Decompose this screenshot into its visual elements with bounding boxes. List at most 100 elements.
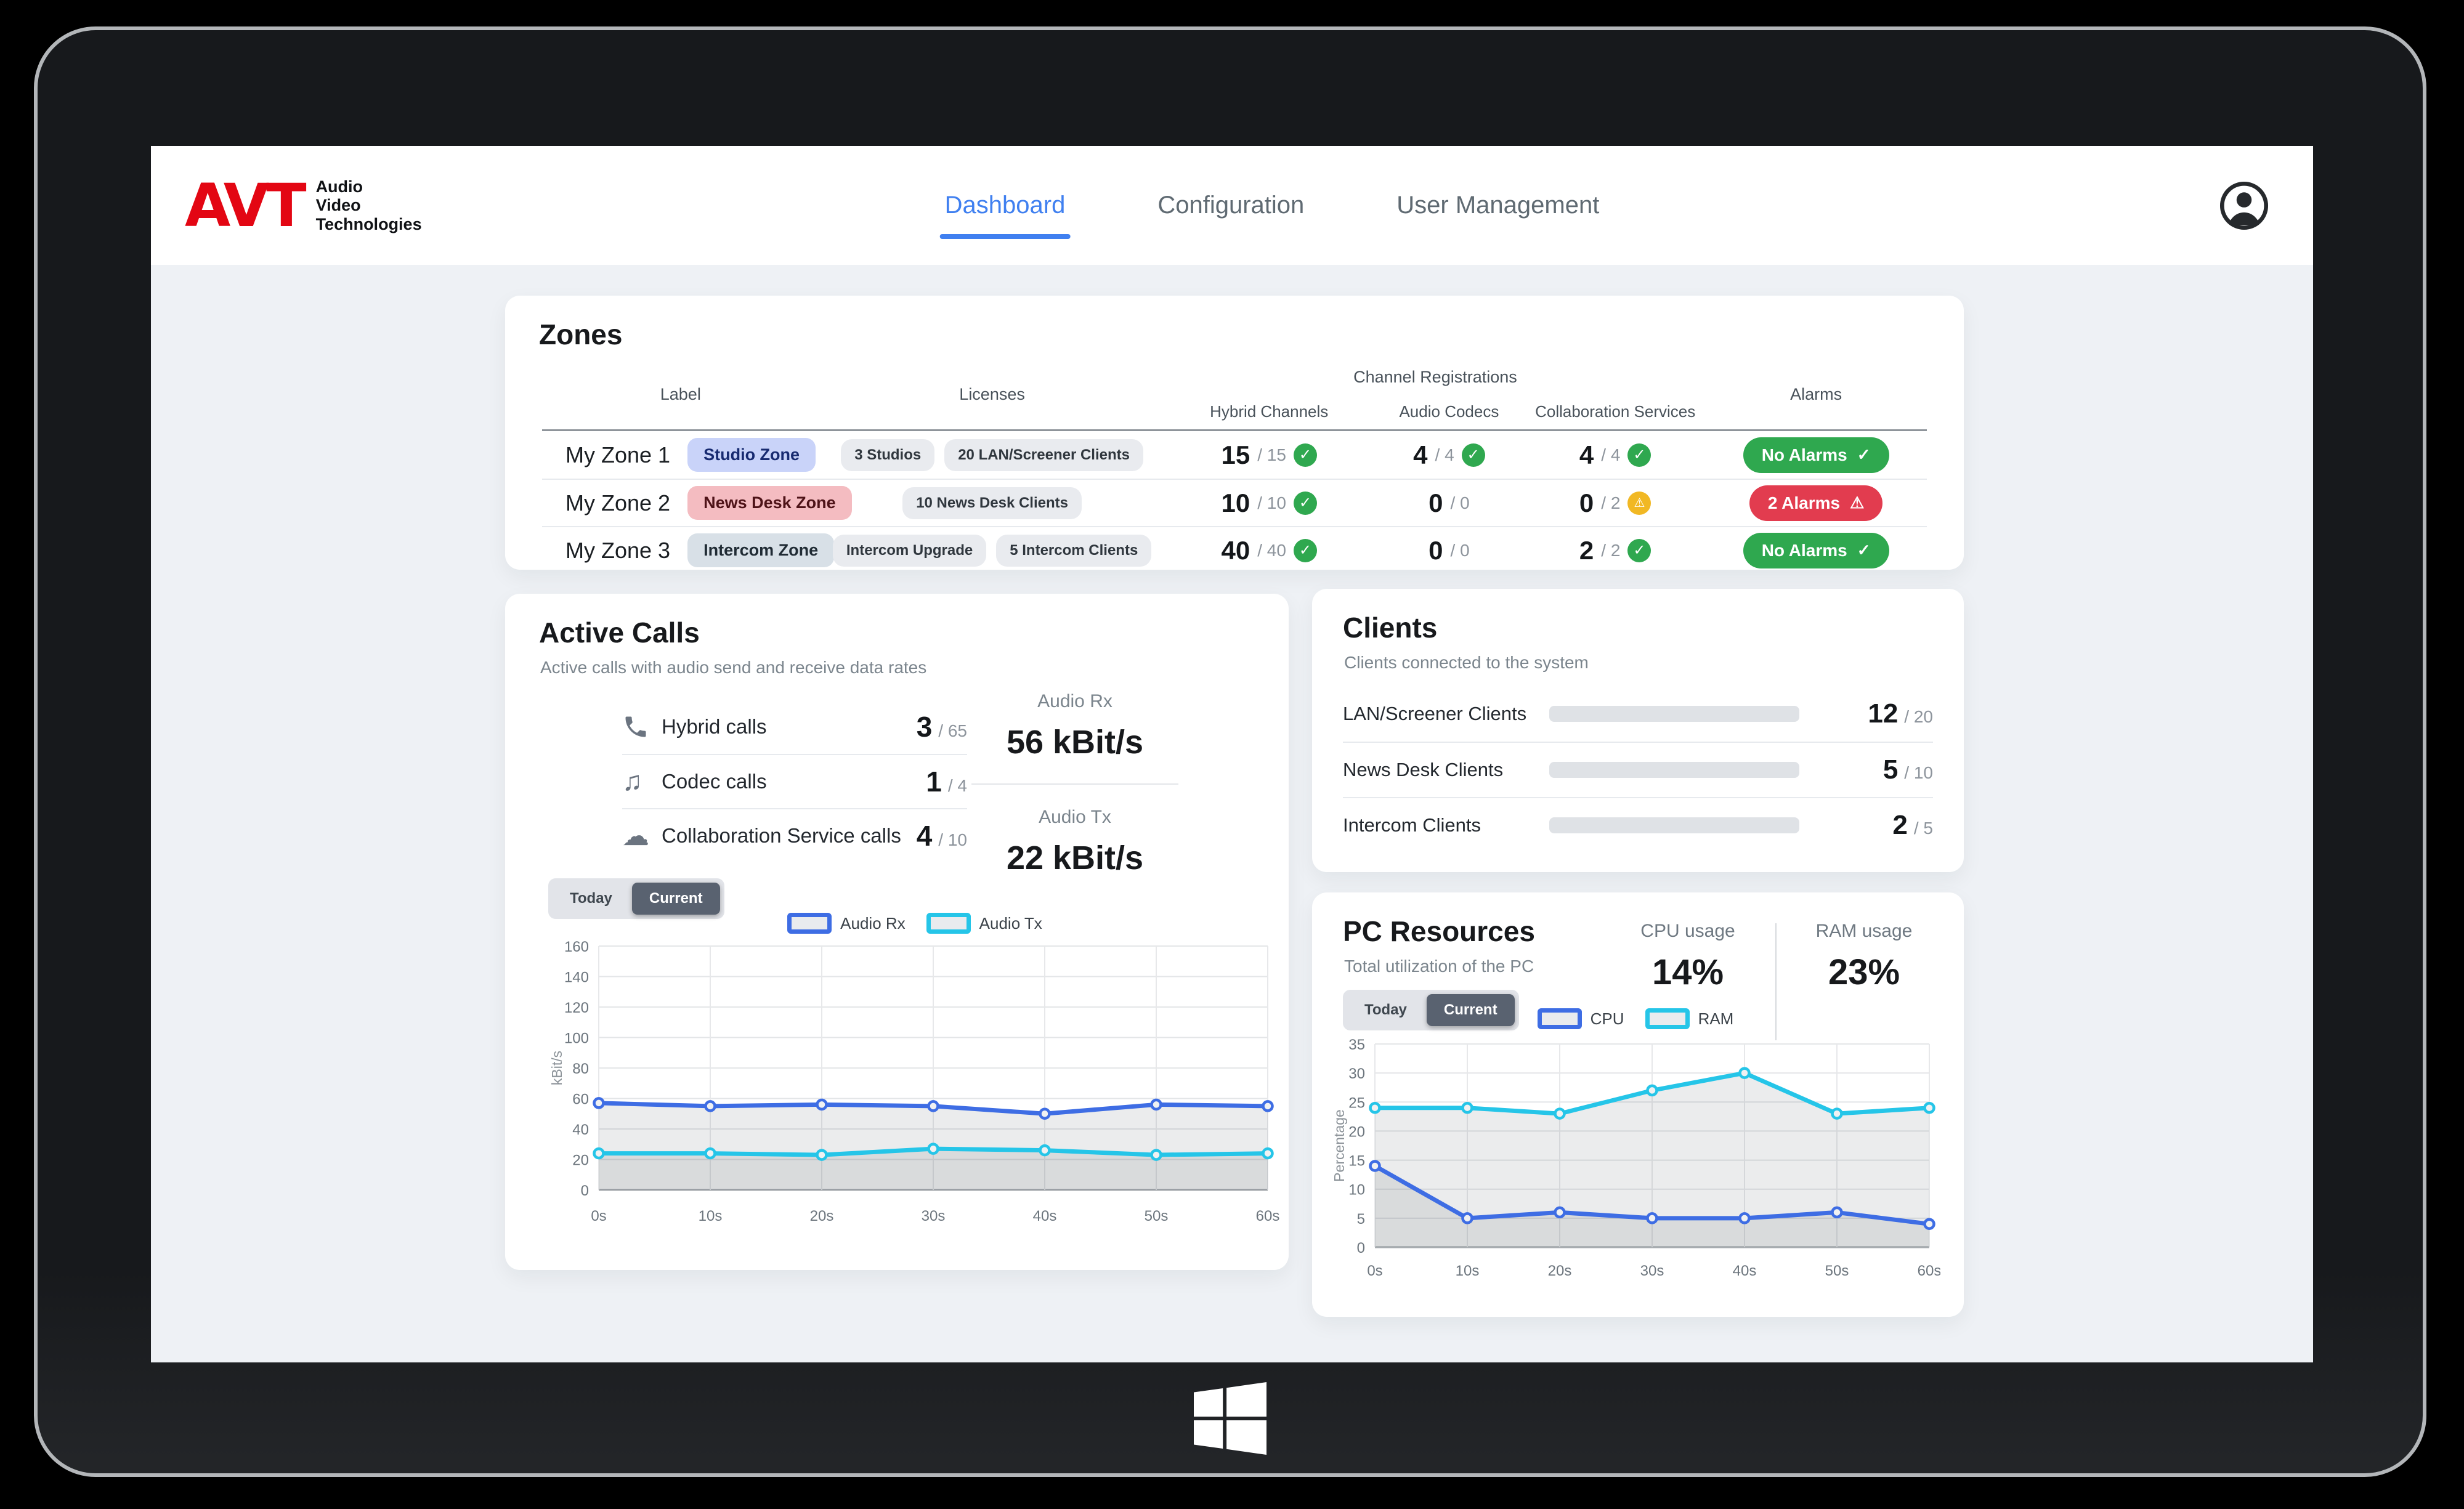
audio-tx-value: 22 kBit/s	[1006, 839, 1144, 876]
toggle-today[interactable]: Today	[570, 890, 612, 907]
metric-label: Hybrid calls	[662, 715, 767, 738]
ram-usage-label: RAM usage	[1815, 921, 1913, 941]
check-icon: ✓	[1857, 541, 1871, 559]
list-item-hybrid-calls: Hybrid calls 3 / 65	[622, 700, 967, 754]
pc-resources-panel: PC Resources Total utilization of the PC…	[1312, 892, 1964, 1317]
legend-label: Audio Tx	[979, 913, 1042, 933]
tab-dashboard[interactable]: Dashboard	[939, 192, 1071, 239]
legend-swatch-audio-tx	[926, 913, 971, 934]
check-circle-icon: ✓	[1293, 538, 1317, 562]
check-circle-icon: ✓	[1627, 443, 1651, 467]
pc-resources-subtitle: Total utilization of the PC	[1344, 957, 1534, 976]
ram-usage-value: 23%	[1828, 952, 1900, 992]
audio-rates: Audio Rx 56 kBit/s Audio Tx 22 kBit/s	[964, 691, 1186, 877]
svg-text:25: 25	[1348, 1094, 1365, 1111]
svg-text:10s: 10s	[699, 1208, 723, 1224]
svg-text:0s: 0s	[591, 1208, 606, 1224]
divider	[1775, 923, 1777, 1040]
svg-text:50s: 50s	[1145, 1208, 1169, 1224]
metric-capacity: / 65	[938, 721, 967, 740]
music-note-icon: ♫	[622, 766, 642, 796]
warning-circle-icon: ⚠	[1627, 491, 1651, 515]
divider	[971, 783, 1178, 785]
audio-capacity: / 0	[1450, 540, 1470, 560]
hybrid-capacity: / 10	[1257, 493, 1286, 512]
main-nav: Dashboard Configuration User Management	[939, 146, 1600, 265]
audio-tx-label: Audio Tx	[1039, 807, 1111, 827]
user-avatar-icon[interactable]	[2218, 180, 2270, 232]
app-header: AVT Audio Video Technologies Dashboard C…	[151, 146, 2313, 265]
license-pill: 5 Intercom Clients	[996, 534, 1152, 567]
table-row-zone-2[interactable]: My Zone 2 News Desk Zone 10 News Desk Cl…	[542, 479, 1927, 526]
toggle-current[interactable]: Current	[1426, 994, 1515, 1026]
svg-text:40s: 40s	[1733, 1263, 1757, 1279]
list-item-intercom: Intercom Clients 2 / 5	[1343, 797, 1933, 852]
calls-range-toggle: Today Current	[548, 878, 724, 919]
collab-capacity: / 2	[1601, 540, 1621, 560]
svg-text:20: 20	[572, 1152, 589, 1169]
metric-label: Codec calls	[662, 770, 767, 793]
avt-logo-company-name: Audio Video Technologies	[316, 177, 422, 233]
license-pill: 3 Studios	[841, 439, 935, 471]
svg-text:140: 140	[564, 969, 589, 986]
zone-name: My Zone 2	[565, 490, 671, 516]
client-capacity: / 10	[1904, 763, 1933, 782]
table-row-zone-3[interactable]: My Zone 3 Intercom Zone Intercom Upgrade…	[542, 526, 1927, 573]
clients-subtitle: Clients connected to the system	[1344, 653, 1589, 672]
hybrid-value: 10	[1221, 488, 1250, 517]
metric-value: 4	[916, 820, 933, 852]
svg-text:40: 40	[572, 1122, 589, 1138]
metric-label: Collaboration Service calls	[662, 824, 901, 847]
client-label: Intercom Clients	[1343, 814, 1481, 836]
list-item-codec-calls: ♫ Codec calls 1 / 4	[622, 754, 967, 808]
audio-rates-chart: 0 20 40 60 80 100 120 140 160 0s 10s 20s 30s 40s 50s 60…	[548, 939, 1281, 1228]
col-hybrid-channels: Hybrid Channels	[1210, 402, 1329, 421]
pc-range-toggle: Today Current	[1343, 990, 1519, 1030]
license-pill: Intercom Upgrade	[832, 534, 987, 567]
svg-text:0: 0	[581, 1183, 589, 1199]
pc-stats: CPU usage 14% RAM usage 23%	[1605, 921, 1947, 1040]
tab-configuration[interactable]: Configuration	[1157, 192, 1305, 219]
logo-line-1: Audio	[315, 177, 363, 196]
zone-type-badge: Intercom Zone	[687, 533, 835, 567]
svg-text:100: 100	[564, 1030, 589, 1047]
phone-icon	[622, 713, 662, 740]
svg-text:60: 60	[572, 1091, 589, 1108]
svg-text:30s: 30s	[922, 1208, 946, 1224]
check-icon: ✓	[1857, 445, 1871, 464]
clients-title: Clients	[1343, 612, 1438, 644]
svg-text:Percentage: Percentage	[1331, 1109, 1347, 1182]
metric-capacity: / 4	[947, 776, 967, 795]
metric-value: 1	[926, 766, 942, 798]
legend-swatch-ram	[1645, 1008, 1690, 1029]
col-audio-codecs: Audio Codecs	[1399, 402, 1499, 421]
svg-text:35: 35	[1348, 1037, 1365, 1053]
table-row-zone-1[interactable]: My Zone 1 Studio Zone 3 Studios 20 LAN/S…	[542, 431, 1927, 479]
svg-text:40s: 40s	[1033, 1208, 1057, 1224]
collab-value: 2	[1579, 535, 1594, 565]
metric-capacity: / 10	[938, 830, 967, 849]
zones-panel: Zones Label Licenses Channel Registratio…	[505, 296, 1964, 570]
zone-name: My Zone 1	[565, 442, 671, 467]
logo-line-2: Video	[315, 196, 361, 215]
status-badge-alarms: 2 Alarms ⚠	[1749, 485, 1883, 521]
collab-value: 0	[1579, 488, 1594, 517]
toggle-today[interactable]: Today	[1364, 1001, 1407, 1018]
calls-chart-legend: Audio Rx Audio Tx	[548, 913, 1281, 934]
svg-text:60s: 60s	[1918, 1263, 1940, 1279]
tab-user-management[interactable]: User Management	[1396, 192, 1600, 219]
progress-bar	[1549, 706, 1799, 722]
active-calls-panel: Active Calls Active calls with audio sen…	[505, 594, 1289, 1270]
audio-value: 0	[1429, 488, 1443, 517]
zones-table: Label Licenses Channel Registrations Hyb…	[542, 360, 1927, 573]
status-badge-no-alarms: No Alarms ✓	[1743, 437, 1889, 473]
toggle-current[interactable]: Current	[631, 883, 720, 915]
clients-panel: Clients Clients connected to the system …	[1312, 589, 1964, 872]
call-metrics-list: Hybrid calls 3 / 65 ♫ Codec calls 1 / 4 ☁ …	[622, 700, 967, 862]
client-capacity: / 5	[1913, 819, 1933, 838]
col-licenses: Licenses	[959, 385, 1025, 403]
ram-usage-stat: RAM usage 23%	[1781, 921, 1947, 1040]
windows-logo[interactable]	[1194, 1382, 1266, 1455]
audio-rx-label: Audio Rx	[1037, 691, 1112, 711]
